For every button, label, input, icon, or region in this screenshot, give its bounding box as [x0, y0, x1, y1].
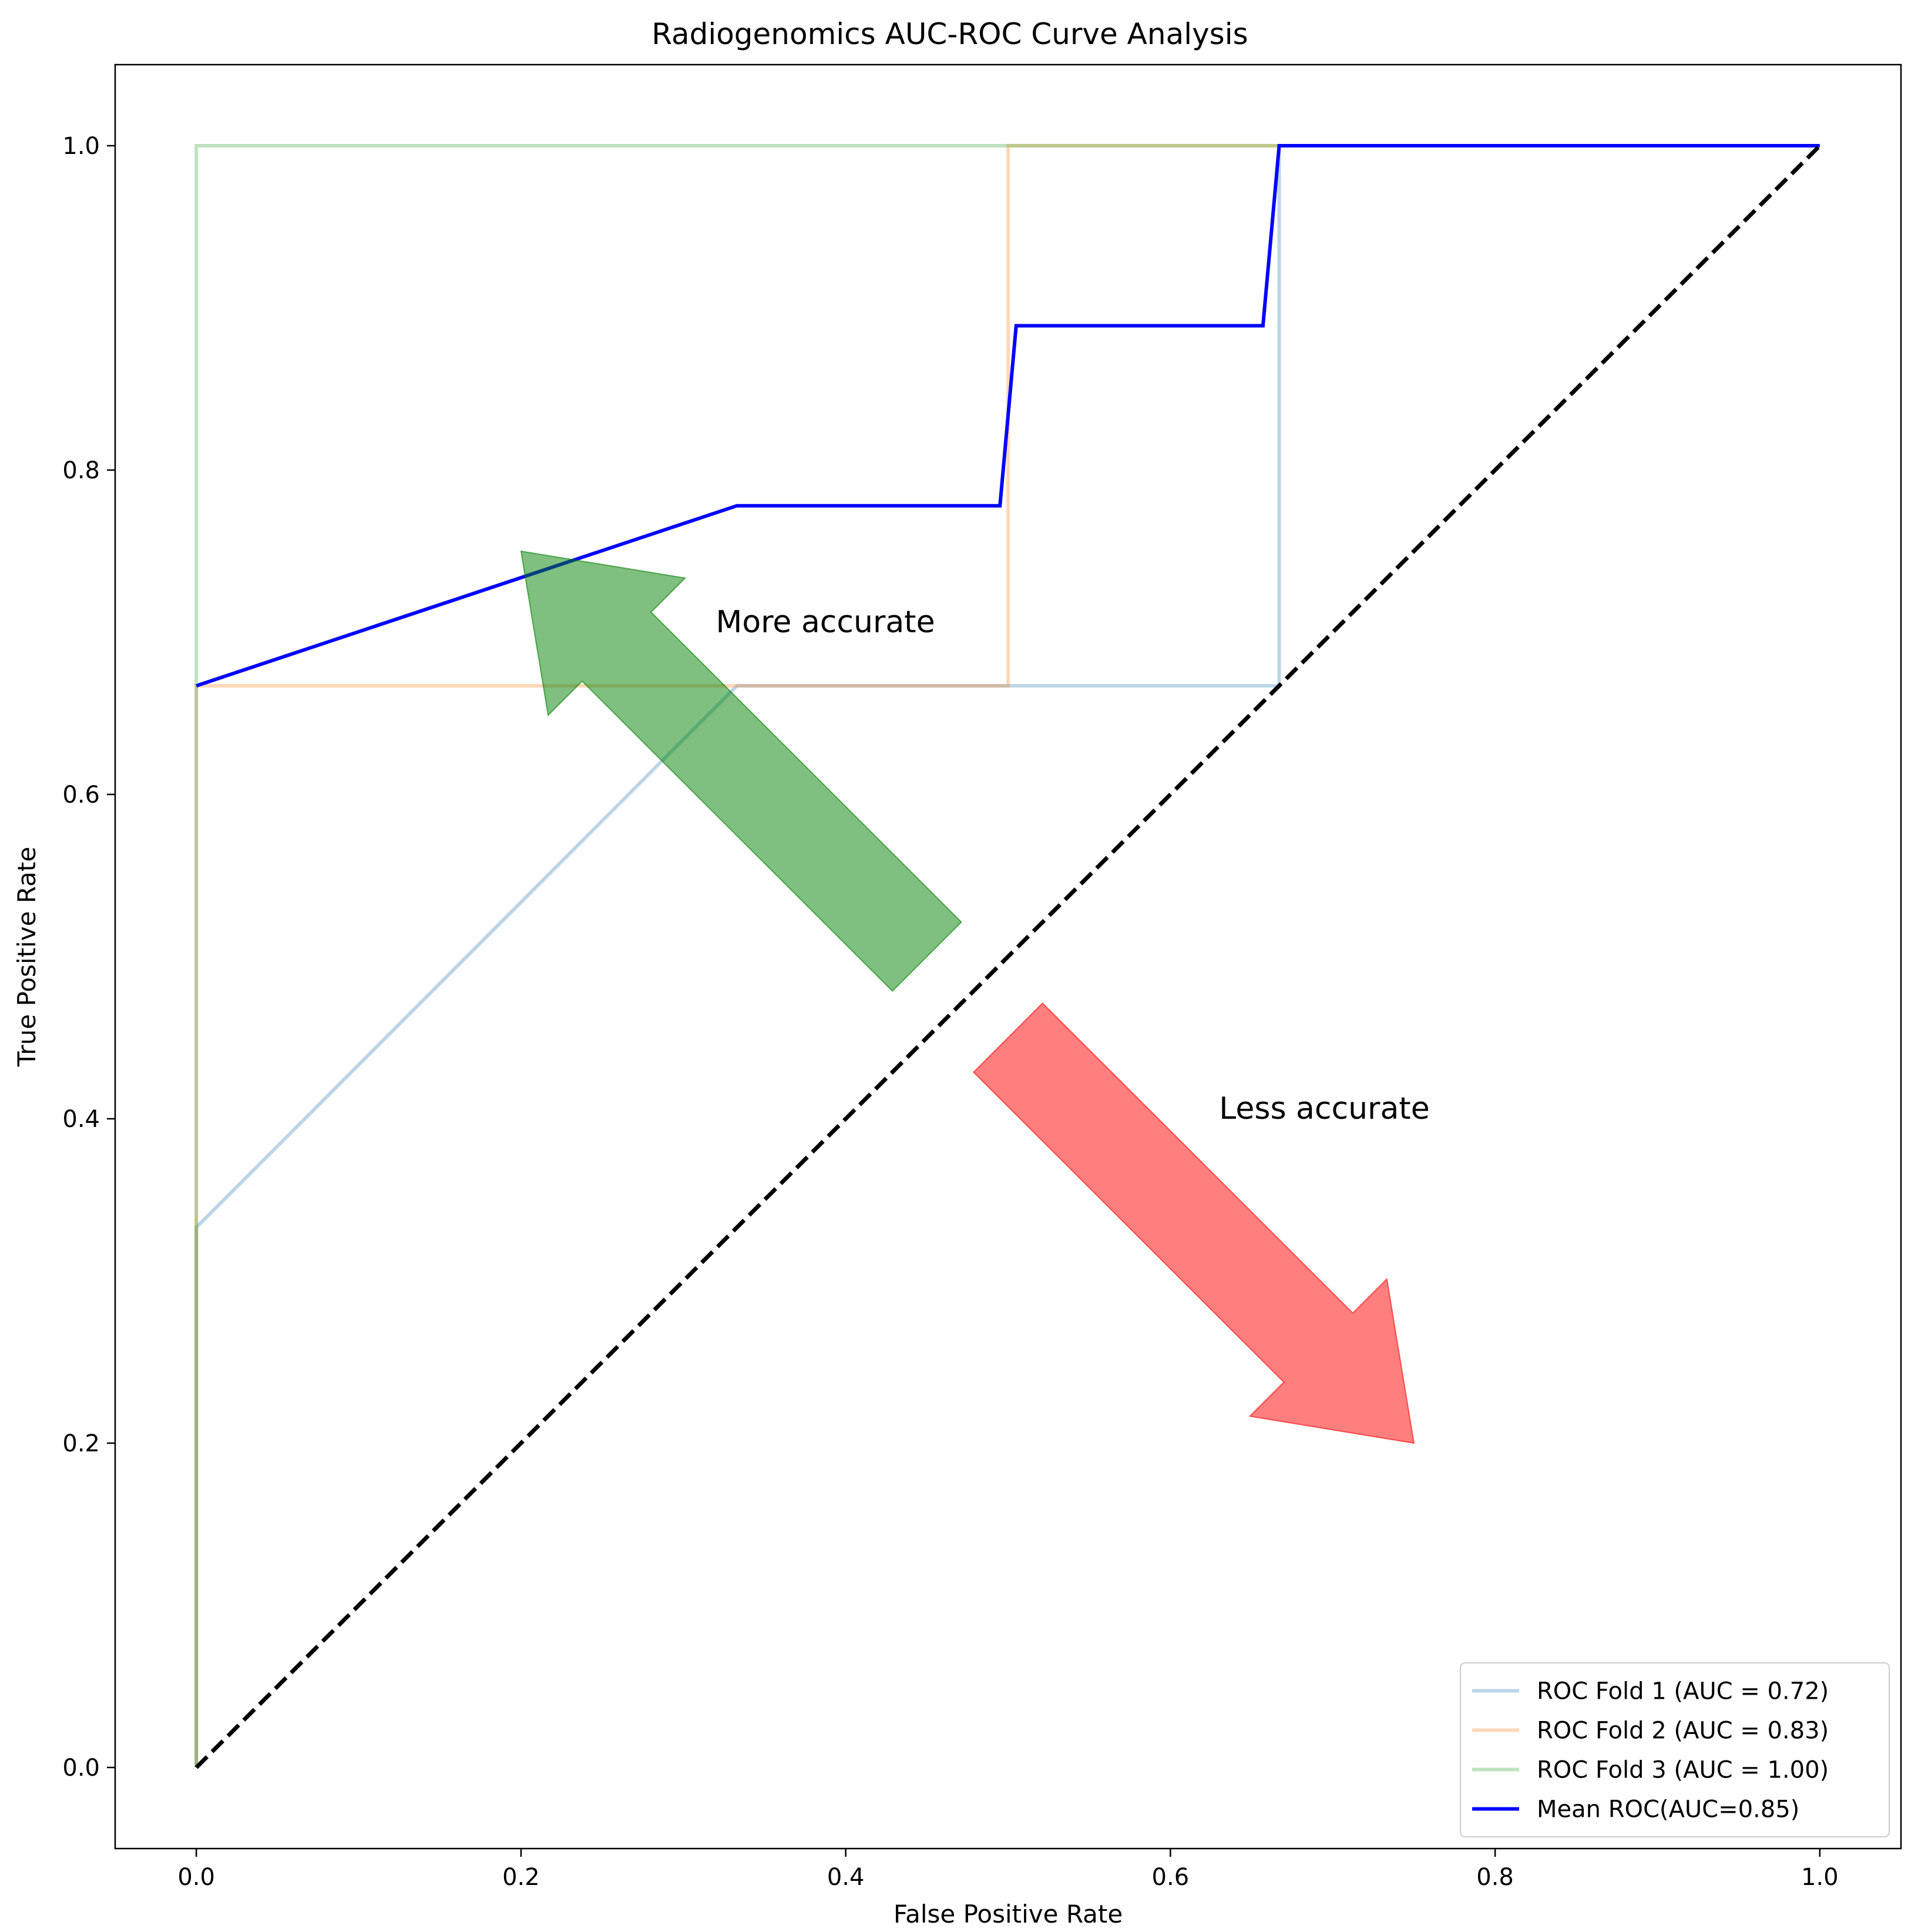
y-tick-label: 0.8 [62, 457, 100, 484]
x-axis-ticks: 0.0 0.2 0.4 0.6 0.8 1.0 [177, 1849, 1839, 1891]
legend-label-mean-roc-auc-0-85: Mean ROC(AUC=0.85) [1537, 1796, 1799, 1823]
x-tick-label: 0.0 [177, 1864, 215, 1891]
annotation-arrow-less-accurate [972, 1002, 1415, 1444]
x-tick-label: 1.0 [1801, 1864, 1839, 1891]
plot-frame [114, 63, 1902, 1850]
legend-label-roc-fold-3-auc-1-00: ROC Fold 3 (AUC = 1.00) [1537, 1757, 1829, 1784]
annotation-text-less-accurate: Less accurate [1219, 1091, 1429, 1126]
y-axis-label: True Positive Rate [12, 847, 41, 1067]
annotation-text-more-accurate: More accurate [716, 605, 935, 640]
x-tick-label: 0.2 [502, 1864, 540, 1891]
y-tick-label: 0.0 [62, 1755, 100, 1782]
x-tick-label: 0.6 [1152, 1864, 1190, 1891]
y-tick-label: 0.4 [62, 1106, 100, 1133]
x-tick-label: 0.8 [1476, 1864, 1514, 1891]
legend-label-roc-fold-2-auc-0-83: ROC Fold 2 (AUC = 0.83) [1537, 1718, 1829, 1745]
chance-diagonal-line [194, 144, 1822, 1769]
y-tick-label: 0.2 [62, 1430, 100, 1457]
y-axis-ticks: 0.0 0.2 0.4 0.6 0.8 1.0 [62, 133, 115, 1782]
annotation-layer: More accurate Less accurate [520, 550, 1430, 1444]
series-line-mean-roc-auc-0-85 [196, 144, 1820, 687]
x-axis-label: False Positive Rate [894, 1900, 1123, 1928]
legend-box [1460, 1662, 1890, 1837]
y-tick-label: 1.0 [62, 133, 100, 160]
chart-title: Radiogenomics AUC-ROC Curve Analysis [651, 17, 1248, 51]
series-layer [194, 144, 1822, 1769]
legend: ROC Fold 1 (AUC = 0.72) ROC Fold 2 (AUC =… [1460, 1662, 1890, 1837]
legend-label-roc-fold-1-auc-0-72: ROC Fold 1 (AUC = 0.72) [1537, 1678, 1829, 1705]
annotation-arrow-more-accurate [520, 550, 962, 992]
y-tick-label: 0.6 [62, 781, 100, 809]
x-tick-label: 0.4 [827, 1864, 865, 1891]
